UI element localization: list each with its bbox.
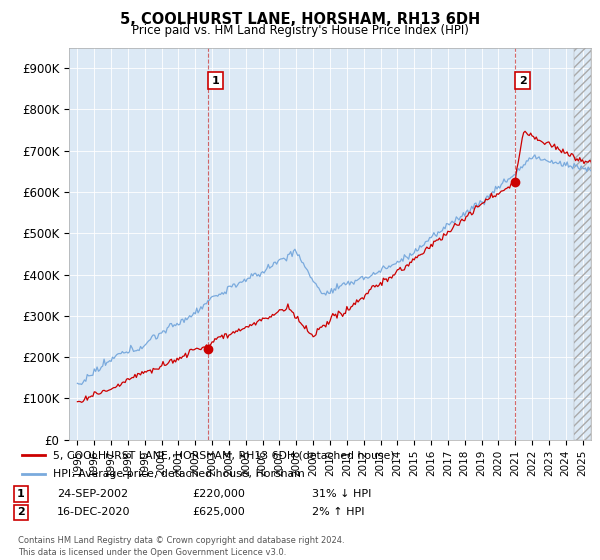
Text: 5, COOLHURST LANE, HORSHAM, RH13 6DH (detached house): 5, COOLHURST LANE, HORSHAM, RH13 6DH (de…: [53, 450, 395, 460]
Text: HPI: Average price, detached house, Horsham: HPI: Average price, detached house, Hors…: [53, 469, 305, 479]
Text: Price paid vs. HM Land Registry's House Price Index (HPI): Price paid vs. HM Land Registry's House …: [131, 24, 469, 37]
Text: 31% ↓ HPI: 31% ↓ HPI: [312, 489, 371, 499]
Text: 24-SEP-2002: 24-SEP-2002: [57, 489, 128, 499]
Text: 16-DEC-2020: 16-DEC-2020: [57, 507, 131, 517]
Text: 2: 2: [17, 507, 25, 517]
Text: £625,000: £625,000: [192, 507, 245, 517]
Text: Contains HM Land Registry data © Crown copyright and database right 2024.
This d: Contains HM Land Registry data © Crown c…: [18, 536, 344, 557]
Text: 5, COOLHURST LANE, HORSHAM, RH13 6DH: 5, COOLHURST LANE, HORSHAM, RH13 6DH: [120, 12, 480, 27]
Text: 1: 1: [17, 489, 25, 499]
Text: 1: 1: [212, 76, 220, 86]
Text: £220,000: £220,000: [192, 489, 245, 499]
Text: 2: 2: [519, 76, 527, 86]
Text: 2% ↑ HPI: 2% ↑ HPI: [312, 507, 365, 517]
